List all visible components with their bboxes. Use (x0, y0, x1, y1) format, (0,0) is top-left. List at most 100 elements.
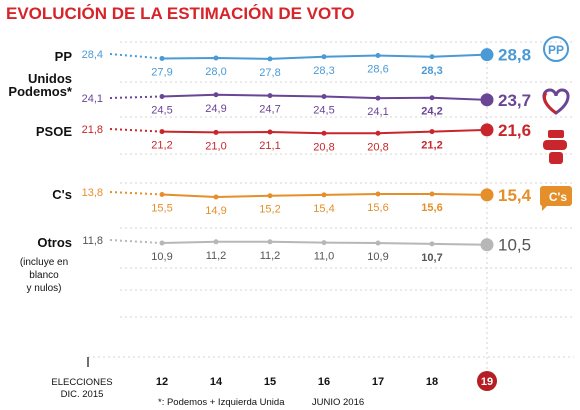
series-name: Unidos (28, 71, 72, 86)
series-point (429, 191, 435, 197)
pp-logo-text: PP (548, 43, 564, 57)
data-label: 10,9 (151, 251, 172, 263)
series-end-point (480, 48, 494, 62)
data-label: 20,8 (367, 141, 388, 153)
month-label: JUNIO 2016 (312, 397, 364, 408)
data-label: 11,2 (206, 250, 227, 262)
series-connector (109, 239, 163, 245)
highlight-day-badge (477, 371, 497, 391)
x-tick-label: 17 (372, 376, 384, 388)
series-point (321, 192, 327, 198)
data-label: 24,1 (367, 106, 388, 118)
data-label: 24,9 (205, 103, 226, 115)
data-label: 28,0 (205, 66, 226, 78)
data-label: 27,8 (259, 67, 280, 79)
data-label: 14,9 (205, 205, 226, 217)
series-connector (109, 191, 163, 196)
series-point (213, 55, 219, 61)
series-point (159, 55, 165, 61)
data-label: 15,4 (313, 203, 334, 215)
series-point (429, 129, 435, 135)
series-point (159, 129, 165, 135)
series-point (375, 130, 381, 136)
data-label: 21,2 (151, 140, 172, 152)
data-label: 24,7 (259, 104, 280, 116)
series-point (321, 54, 327, 60)
data-label: 27,9 (151, 66, 172, 78)
start-value-label: 24,1 (82, 93, 103, 105)
start-value-label: 11,8 (82, 235, 103, 247)
series-point (429, 241, 435, 247)
series-point (375, 53, 381, 58)
series-end-point (480, 188, 494, 202)
series-note: y nulos) (26, 283, 61, 294)
data-label: 24,5 (151, 104, 172, 116)
cs-logo-icon (539, 186, 572, 211)
x-start-label-line2: DIC. 2015 (61, 389, 104, 400)
series-connector (109, 95, 163, 99)
series-point (213, 239, 219, 245)
series-name: Otros (37, 235, 72, 250)
psoe-logo-icon (548, 130, 564, 138)
data-label: 28,3 (313, 65, 334, 77)
data-label: 28,6 (367, 64, 388, 76)
series-connector (109, 128, 163, 133)
psoe-hand-icon (549, 152, 563, 164)
start-value-label: 13,8 (82, 187, 103, 199)
podemos-heart-icon (542, 88, 570, 115)
data-label: 15,5 (151, 202, 172, 214)
series-name: PP (55, 49, 73, 64)
series-point (267, 93, 273, 99)
series-group: 27,9 28,0 27,8 28,3 28,6 28,3 28,8 24,5 24,9 24,7… (109, 46, 532, 264)
podemos-heart-accent-icon (542, 92, 557, 115)
series-point (159, 191, 165, 197)
pp-logo-icon (543, 36, 569, 62)
series-end-value: 15,4 (498, 186, 532, 205)
data-label: 10,7 (421, 252, 442, 264)
series-point (429, 95, 435, 101)
series-point (213, 129, 219, 135)
series-name: Podemos* (8, 84, 73, 99)
psoe-fist-icon (543, 140, 567, 150)
data-label: 21,1 (259, 140, 280, 152)
series-name: PSOE (36, 124, 72, 139)
series-end-value: 10,5 (498, 236, 531, 255)
series-connector (109, 53, 163, 60)
chart-title: EVOLUCIÓN DE LA ESTIMACIÓN DE VOTO (6, 4, 355, 23)
x-tick-label: 12 (156, 376, 168, 388)
series-point (375, 191, 381, 197)
series-end-point (480, 123, 494, 137)
series-name: C's (52, 187, 72, 202)
series-point (429, 54, 435, 60)
series-point (213, 194, 219, 200)
series-end-value: 21,6 (498, 121, 531, 140)
cs-logo-text: C's (549, 190, 568, 204)
data-label: 24,2 (421, 106, 442, 118)
data-label: 11,0 (314, 251, 335, 263)
series-point (267, 193, 273, 199)
data-label: 15,2 (259, 204, 280, 216)
series-end-point (480, 93, 494, 107)
series-point (375, 240, 381, 246)
series-point (267, 239, 273, 245)
series-point (213, 92, 219, 98)
x-axis: ELECCIONES DIC. 2015 *: Podemos + Izquie… (51, 357, 497, 408)
series-end-point (480, 238, 494, 252)
party-logos: PP C's (539, 36, 572, 211)
x-tick-label: 14 (210, 376, 223, 388)
series-point (267, 129, 273, 135)
footnote: *: Podemos + Izquierda Unida (158, 397, 285, 408)
data-label: 21,0 (205, 140, 226, 152)
x-tick-label: 16 (318, 376, 330, 388)
start-value-label: 21,8 (82, 124, 103, 136)
data-label: 20,8 (313, 141, 334, 153)
data-label: 24,5 (313, 104, 334, 116)
series-note: (incluye en (20, 257, 68, 268)
series-point (159, 240, 165, 246)
series-point (375, 95, 381, 101)
data-label: 10,9 (367, 251, 388, 263)
series-point (321, 93, 327, 99)
start-value-label: 28,4 (82, 49, 103, 61)
